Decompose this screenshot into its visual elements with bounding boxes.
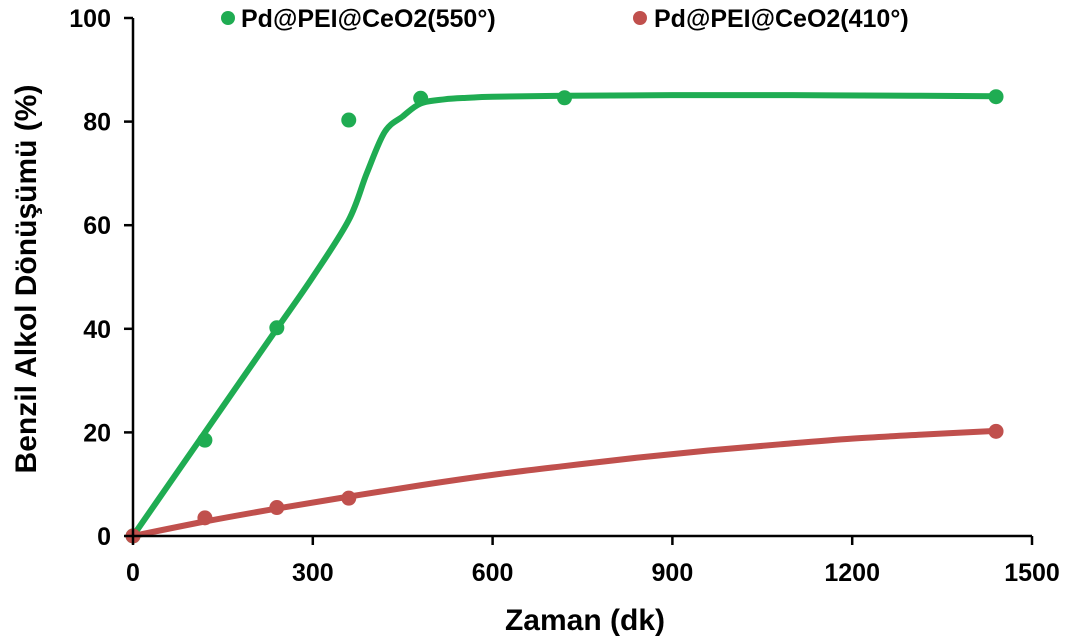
legend: Pd@PEI@CeO2(550°) Pd@PEI@CeO2(410°) [221, 5, 909, 33]
trend-lines [130, 92, 1000, 539]
data-points [125, 89, 1004, 544]
legend-label-series-1: Pd@PEI@CeO2(550°) [241, 5, 496, 33]
data-point-series-1 [557, 90, 573, 106]
x-axis-title: Zaman (dk) [505, 604, 665, 637]
data-point-series-1 [341, 112, 357, 128]
x-tick-label: 1500 [1004, 559, 1060, 587]
y-axis-title: Benzil Alkol Dönüşümü (%) [10, 85, 43, 474]
data-point-series-1 [269, 320, 285, 336]
data-point-series-1 [197, 432, 213, 448]
data-point-series-2 [988, 423, 1004, 439]
x-tick-label: 600 [472, 559, 514, 587]
y-tick-label: 20 [83, 419, 111, 447]
x-tick-label: 900 [652, 559, 694, 587]
data-point-series-1 [988, 89, 1004, 105]
data-point-series-2 [269, 500, 285, 516]
data-point-series-1 [413, 90, 429, 106]
y-tick-label: 60 [83, 212, 111, 240]
legend-label-series-2: Pd@PEI@CeO2(410°) [654, 5, 909, 33]
trend-line-series-1 [130, 92, 1000, 539]
y-axis-ticks: 0 20 40 60 80 100 [69, 5, 133, 551]
x-tick-label: 0 [126, 559, 140, 587]
y-tick-label: 80 [83, 109, 111, 137]
y-tick-label: 40 [83, 316, 111, 344]
y-tick-label: 0 [97, 523, 111, 551]
x-tick-label: 300 [292, 559, 334, 587]
x-axis-ticks: 0 300 600 900 1200 1500 [126, 536, 1060, 587]
legend-marker-series-2 [633, 11, 647, 25]
legend-marker-series-1 [221, 11, 235, 25]
x-tick-label: 1200 [824, 559, 880, 587]
y-tick-label: 100 [69, 5, 111, 33]
trend-line-series-2 [130, 427, 1000, 539]
data-point-series-2 [197, 510, 213, 526]
data-point-series-2 [341, 490, 357, 506]
